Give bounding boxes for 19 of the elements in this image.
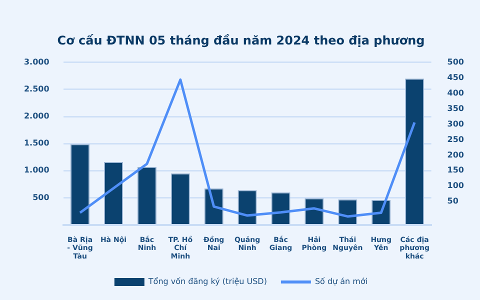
legend-label: Số dự án mới <box>314 277 368 286</box>
y2-tick-label: 300 <box>447 119 464 128</box>
legend-label: Tổng vốn đăng ký (triệu USD) <box>147 277 267 286</box>
y2-tick-label: 50 <box>447 196 459 206</box>
y2-tick-label: 200 <box>447 150 464 160</box>
y-tick-label: 1.000 <box>24 166 50 175</box>
y2-tick-label: 150 <box>447 166 464 175</box>
y-tick-label: 2.500 <box>24 84 50 94</box>
y-tick-label: 1.500 <box>24 138 50 148</box>
y2-tick-label: 250 <box>447 134 464 144</box>
y2-tick-label: 350 <box>447 104 464 113</box>
y-tick-label: 2.000 <box>24 112 50 121</box>
y2-tick-label: 400 <box>447 88 464 98</box>
y2-tick-label: 450 <box>447 72 464 82</box>
y2-tick-label: 500 <box>447 57 464 66</box>
y2-tick-label: 100 <box>447 181 464 190</box>
chart-title: Cơ cấu ĐTNN 05 tháng đầu năm 2024 theo địa phương <box>57 33 425 48</box>
y-tick-label: 500 <box>32 192 50 202</box>
y-tick-label: 3.000 <box>24 57 50 66</box>
